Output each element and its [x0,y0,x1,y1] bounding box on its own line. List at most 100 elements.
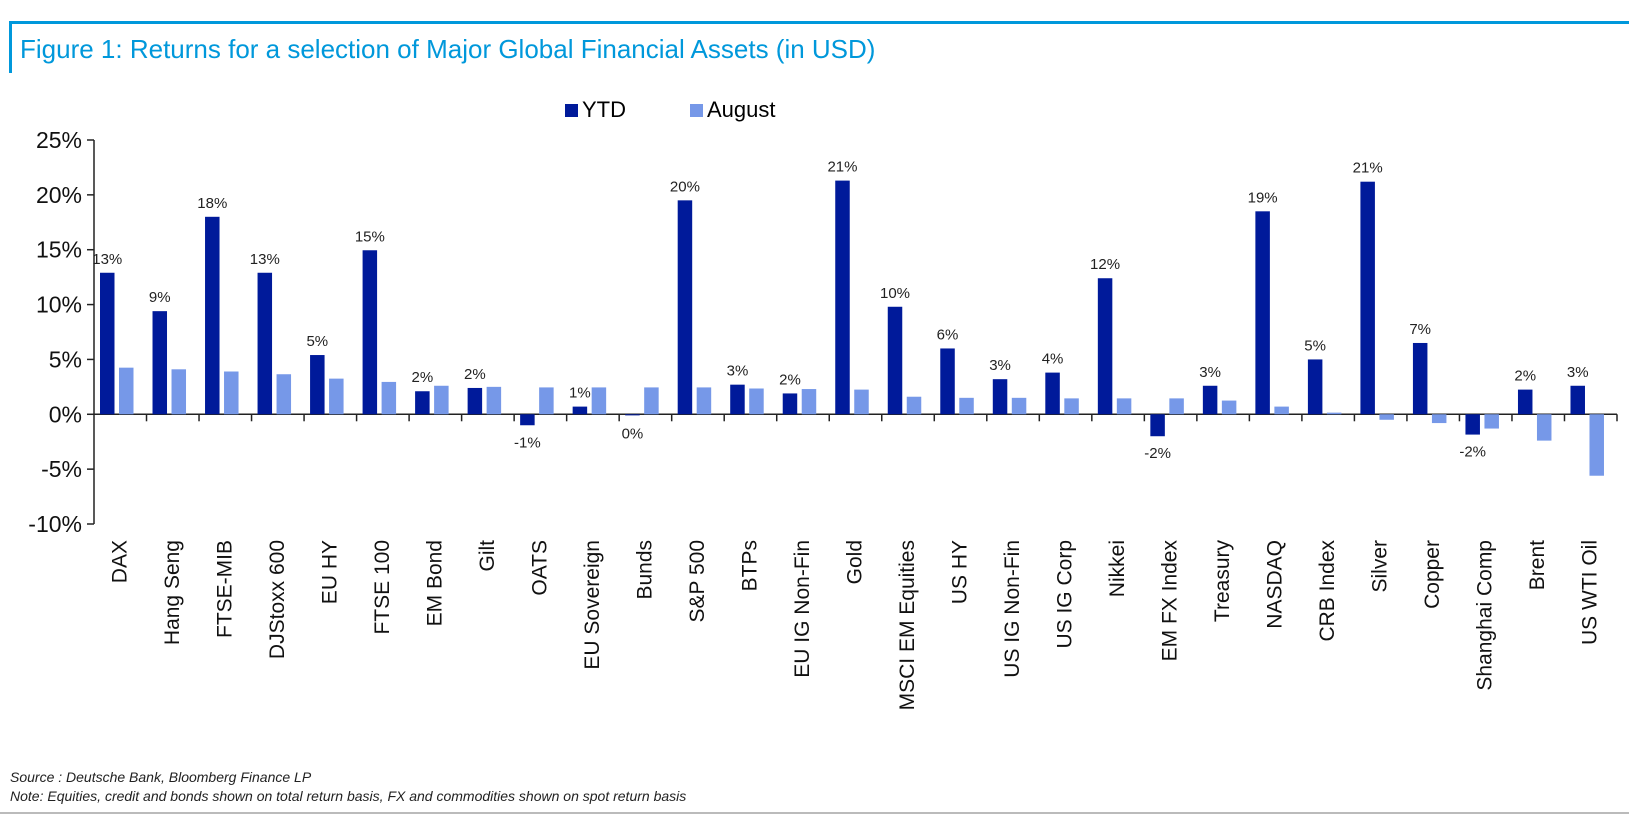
bar-ytd [572,406,588,415]
legend-swatch-august [690,103,703,117]
data-label-ytd: -2% [1459,444,1486,461]
bar-august [329,378,344,415]
bar-august [1274,406,1289,415]
bar-august [1169,398,1184,415]
legend-swatch-ytd [565,103,578,117]
legend-label-august: August [707,97,776,122]
data-label-ytd: 20% [670,178,700,195]
bar-august [1484,414,1499,429]
bar-ytd [1097,278,1113,415]
bar-august [1536,414,1552,441]
data-label-ytd: 3% [727,363,749,380]
x-category-label: US IG Non-Fin [1001,540,1024,678]
data-label-ytd: 12% [1090,256,1120,273]
x-category-label: EM FX Index [1159,540,1182,662]
bar-august [1221,400,1237,415]
data-label-ytd: 10% [880,285,910,302]
bar-august [119,367,134,415]
bar-august [1116,398,1132,415]
x-category-label: OATS [528,540,551,596]
data-label-ytd: 1% [569,385,591,402]
data-label-ytd: 21% [1353,160,1383,177]
bar-august [749,388,764,415]
x-category-label: EU Sovereign [581,540,604,670]
x-category-label: US IG Corp [1054,540,1077,649]
x-category-label: CRB Index [1316,540,1339,642]
bar-august [959,397,974,415]
bar-august [801,389,817,415]
data-label-ytd: -2% [1144,445,1171,462]
data-label-ytd: 18% [197,195,227,212]
y-tick-label: -10% [28,511,82,537]
bar-august [906,396,922,415]
x-category-label: Gold [844,540,867,584]
y-tick-label: 10% [36,292,82,318]
bar-august [1589,414,1604,476]
bar-ytd [677,200,693,415]
y-tick-label: 5% [49,346,82,372]
bar-august [854,389,869,415]
legend-item-ytd: YTD [565,97,626,123]
bar-ytd [1202,385,1218,415]
y-tick-label: 15% [36,237,82,263]
bar-ytd [362,250,378,415]
x-category-label: US WTI Oil [1579,540,1602,645]
bar-august [486,386,502,415]
x-category-label: US HY [949,540,972,604]
data-label-ytd: 13% [250,251,280,268]
x-category-label: EU IG Non-Fin [791,540,814,678]
source-note: Source : Deutsche Bank, Bloomberg Financ… [10,768,686,806]
bar-ytd [205,216,220,415]
data-label-ytd: -1% [514,434,541,451]
bar-ytd [467,387,483,415]
bar-august [539,387,554,415]
data-label-ytd: 0% [622,425,644,442]
x-category-label: BTPs [738,540,761,591]
bar-ytd [257,272,273,415]
x-category-label: EU HY [318,540,341,604]
x-category-label: Copper [1421,540,1444,609]
bar-ytd [1360,181,1375,415]
bar-august [224,371,239,415]
data-label-ytd: 2% [779,371,801,388]
y-tick-label: 20% [36,182,82,208]
frame-left-border [9,21,12,73]
chart-title: Figure 1: Returns for a selection of Maj… [20,34,876,64]
bar-august [1431,414,1447,424]
data-label-ytd: 3% [1567,364,1589,381]
data-label-ytd: 2% [1514,368,1536,385]
bar-ytd [835,180,850,415]
data-label-ytd: 13% [92,251,122,268]
legend-item-august: August [690,97,776,123]
y-tick-label: 25% [36,127,82,153]
legend: YTD August [565,97,776,123]
bar-ytd [730,384,745,415]
data-label-ytd: 19% [1248,189,1278,206]
x-category-label: Gilt [476,540,499,572]
y-tick-label: -5% [41,456,82,482]
bar-ytd [520,414,535,426]
bar-august [1326,412,1342,415]
y-tick-label: 0% [49,401,82,427]
bar-ytd [1150,414,1165,437]
bar-ytd [1045,372,1060,415]
x-category-label: S&P 500 [686,540,709,623]
x-category-label: Brent [1526,540,1549,590]
bar-ytd [940,348,955,415]
bar-august [591,387,607,415]
bar-august [276,374,292,415]
x-category-label: EM Bond [423,540,446,626]
bottom-rule [0,812,1629,814]
bar-august [434,385,449,415]
bar-ytd [625,414,640,416]
x-category-label: FTSE 100 [371,540,394,635]
data-label-ytd: 9% [149,289,171,306]
bar-august [696,387,712,415]
bar-ytd [782,393,798,415]
data-label-ytd: 2% [464,366,486,383]
bar-august [381,381,397,415]
bar-ytd [1412,342,1428,415]
bar-august [1379,414,1394,420]
bar-ytd [1255,211,1270,415]
data-label-ytd: 21% [827,159,857,176]
